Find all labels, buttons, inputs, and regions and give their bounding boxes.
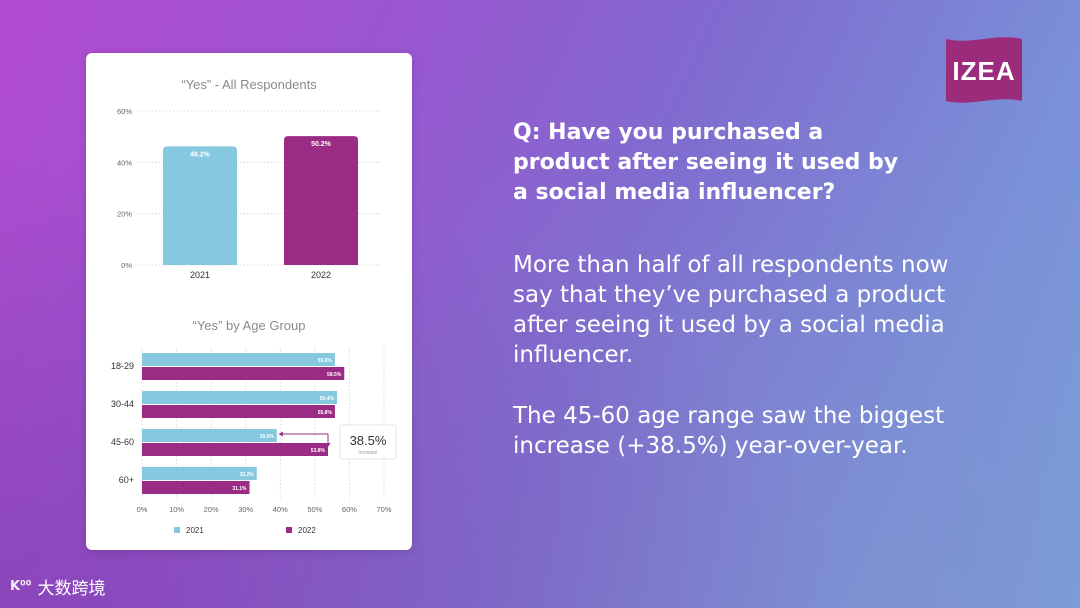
bar-2021-30-44 [142, 391, 337, 404]
bar-2021-60+ [142, 467, 257, 480]
watermark-text: 大数跨境 [37, 579, 106, 599]
bar-2022 [284, 136, 358, 265]
bar-value-label: 39.0% [260, 434, 275, 440]
highlight-paragraph: The 45-60 age range saw the biggest incr… [513, 403, 945, 459]
legend-label: 2022 [298, 526, 316, 535]
izea-logo[interactable]: IZEA [946, 37, 1022, 103]
chart-legend: 2021 2022 [174, 526, 316, 535]
bar-2021 [163, 146, 237, 265]
bar-2022-30-44 [142, 405, 335, 418]
annotation-arrow-head-left [278, 431, 283, 437]
x-tick-label: 10% [169, 505, 184, 514]
bar-value-label: 33.2% [240, 472, 255, 478]
x-tick-label: 40% [273, 505, 288, 514]
x-tick-label: 20% [204, 505, 219, 514]
watermark-logo-icon: K⁰⁰ [10, 579, 32, 594]
chart-title-bottom: “Yes” by Age Group [193, 318, 306, 333]
logo-flag-shape [946, 37, 1022, 103]
chart-card: “Yes” - All Respondents 0% 20% 40% 60% 46.2… [86, 53, 412, 550]
chart-svg: “Yes” - All Respondents 0% 20% 40% 60% 46.2… [111, 77, 397, 535]
bar-value-label: 55.8% [318, 358, 333, 364]
bar-2022-18-29 [142, 367, 345, 380]
bar-value-label: 50.2% [311, 141, 332, 148]
x-category-label: 2022 [311, 270, 331, 280]
bar-value-label: 55.8% [318, 410, 333, 416]
y-category-label: 45-60 [111, 437, 134, 447]
y-tick-label: 40% [117, 158, 132, 167]
x-tick-label: 30% [238, 505, 253, 514]
annotation-box [339, 424, 397, 460]
annotation-label: increase [359, 450, 378, 456]
chart-title-top: “Yes” - All Respondents [181, 77, 317, 92]
y-category-label: 30-44 [111, 399, 134, 409]
bar-value-label: 46.2% [190, 151, 211, 158]
bar-value-label: 53.8% [311, 448, 326, 454]
x-category-label: 2021 [190, 270, 210, 280]
watermark: K⁰⁰ 大数跨境 [10, 574, 105, 599]
x-tick-label: 70% [376, 505, 391, 514]
annotation-arrow-head-down [325, 443, 331, 447]
x-tick-label: 60% [342, 505, 357, 514]
bar-2022-45-60 [142, 443, 328, 456]
x-tick-label: 50% [307, 505, 322, 514]
y-category-label: 18-29 [111, 361, 134, 371]
summary-paragraph: More than half of all respondents now sa… [513, 252, 949, 368]
logo-text: IZEA [952, 56, 1015, 86]
y-tick-label: 0% [121, 261, 132, 270]
bar-2022-60+ [142, 481, 250, 494]
bar-value-label: 56.4% [320, 396, 335, 402]
top-chart-bars: 46.2% 2021 50.2% 2022 [163, 136, 358, 280]
legend-label: 2021 [186, 526, 204, 535]
legend-swatch-2022 [286, 527, 292, 533]
y-category-label: 60+ [119, 475, 134, 485]
legend-swatch-2021 [174, 527, 180, 533]
increase-annotation: 38.5% increase [278, 424, 397, 460]
y-tick-label: 20% [117, 210, 132, 219]
bar-2021-18-29 [142, 353, 335, 366]
bar-value-label: 58.5% [327, 372, 342, 378]
bar-value-label: 31.1% [232, 486, 247, 492]
bottom-chart-bars: 18-29 55.8% 58.5% 30-44 56.4% 55.8% 45-60 39.0%… [111, 353, 345, 494]
x-tick-label: 0% [137, 505, 148, 514]
y-tick-label: 60% [117, 107, 132, 116]
bar-2021-45-60 [142, 429, 277, 442]
question-heading: Q: Have you purchased a product after se… [513, 120, 899, 205]
annotation-value: 38.5% [350, 433, 387, 448]
